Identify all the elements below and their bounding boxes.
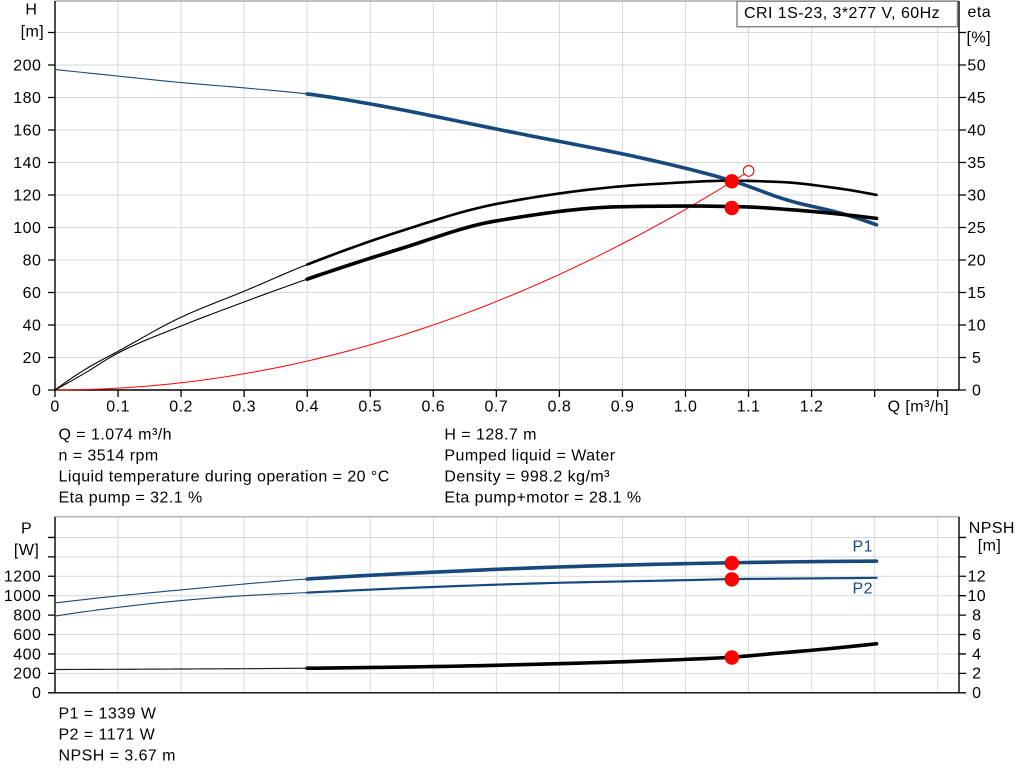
svg-text:Density = 998.2 kg/m³: Density = 998.2 kg/m³ xyxy=(444,468,610,485)
svg-text:NPSH: NPSH xyxy=(969,520,1015,537)
svg-text:0.5: 0.5 xyxy=(358,398,382,415)
svg-text:100: 100 xyxy=(13,220,41,237)
svg-text:1.1: 1.1 xyxy=(737,398,761,415)
svg-text:Eta pump = 32.1 %: Eta pump = 32.1 % xyxy=(59,489,203,506)
svg-text:Eta pump+motor = 28.1 %: Eta pump+motor = 28.1 % xyxy=(444,489,641,506)
svg-text:H = 128.7 m: H = 128.7 m xyxy=(444,426,537,443)
svg-text:1200: 1200 xyxy=(4,569,41,586)
svg-text:35: 35 xyxy=(967,155,986,172)
svg-text:0.4: 0.4 xyxy=(295,398,319,415)
svg-text:0: 0 xyxy=(50,398,59,415)
svg-text:180: 180 xyxy=(13,90,41,107)
svg-text:80: 80 xyxy=(23,252,42,269)
svg-text:0: 0 xyxy=(972,685,981,702)
svg-text:160: 160 xyxy=(13,122,41,139)
svg-text:10: 10 xyxy=(967,588,986,605)
svg-text:P2 = 1171 W: P2 = 1171 W xyxy=(59,726,156,743)
svg-text:0.7: 0.7 xyxy=(485,398,509,415)
svg-text:0.9: 0.9 xyxy=(611,398,635,415)
svg-text:45: 45 xyxy=(967,90,986,107)
svg-text:30: 30 xyxy=(967,187,986,204)
svg-text:20: 20 xyxy=(967,252,986,269)
svg-text:1000: 1000 xyxy=(4,588,41,605)
svg-text:1.0: 1.0 xyxy=(674,398,698,415)
svg-text:0.1: 0.1 xyxy=(106,398,130,415)
svg-text:P1 = 1339 W: P1 = 1339 W xyxy=(59,705,157,722)
svg-text:0.6: 0.6 xyxy=(422,398,446,415)
svg-text:200: 200 xyxy=(13,57,41,74)
svg-text:NPSH = 3.67 m: NPSH = 3.67 m xyxy=(59,747,176,764)
svg-text:H: H xyxy=(25,2,37,19)
svg-text:0: 0 xyxy=(32,382,41,399)
svg-text:CRI 1S-23, 3*277 V, 60Hz: CRI 1S-23, 3*277 V, 60Hz xyxy=(744,5,940,22)
svg-text:20: 20 xyxy=(23,350,42,367)
svg-text:800: 800 xyxy=(13,607,41,624)
svg-text:12: 12 xyxy=(967,569,986,586)
svg-text:eta: eta xyxy=(968,4,992,21)
svg-text:600: 600 xyxy=(13,627,41,644)
svg-text:5: 5 xyxy=(972,350,981,367)
svg-text:400: 400 xyxy=(13,646,41,663)
svg-text:P2: P2 xyxy=(853,581,873,598)
svg-text:0.2: 0.2 xyxy=(169,398,193,415)
svg-text:0.3: 0.3 xyxy=(232,398,256,415)
svg-text:140: 140 xyxy=(13,155,41,172)
svg-text:0: 0 xyxy=(32,685,41,702)
svg-text:50: 50 xyxy=(967,57,986,74)
svg-text:[m]: [m] xyxy=(978,538,1002,555)
svg-text:40: 40 xyxy=(967,122,986,139)
svg-text:1.2: 1.2 xyxy=(800,398,824,415)
svg-text:200: 200 xyxy=(13,666,41,683)
svg-text:6: 6 xyxy=(972,627,981,644)
svg-text:P1: P1 xyxy=(853,539,873,556)
svg-text:25: 25 xyxy=(967,220,986,237)
svg-text:0: 0 xyxy=(972,382,981,399)
svg-text:Liquid temperature during oper: Liquid temperature during operation = 20… xyxy=(59,468,390,485)
svg-text:Q [m³/h]: Q [m³/h] xyxy=(888,398,949,415)
svg-text:120: 120 xyxy=(13,187,41,204)
svg-text:2: 2 xyxy=(972,666,981,683)
svg-text:8: 8 xyxy=(972,607,981,624)
svg-text:4: 4 xyxy=(972,646,981,663)
svg-text:n = 3514 rpm: n = 3514 rpm xyxy=(59,447,159,464)
svg-text:[W]: [W] xyxy=(14,542,39,559)
svg-text:Pumped liquid = Water: Pumped liquid = Water xyxy=(444,447,615,464)
svg-text:[m]: [m] xyxy=(21,23,45,40)
svg-text:40: 40 xyxy=(23,317,42,334)
svg-text:P: P xyxy=(21,521,32,538)
svg-text:0.8: 0.8 xyxy=(548,398,572,415)
svg-text:10: 10 xyxy=(967,317,986,334)
svg-text:Q = 1.074 m³/h: Q = 1.074 m³/h xyxy=(59,426,172,443)
svg-text:60: 60 xyxy=(23,285,42,302)
svg-text:[%]: [%] xyxy=(967,30,991,47)
svg-text:15: 15 xyxy=(967,285,986,302)
